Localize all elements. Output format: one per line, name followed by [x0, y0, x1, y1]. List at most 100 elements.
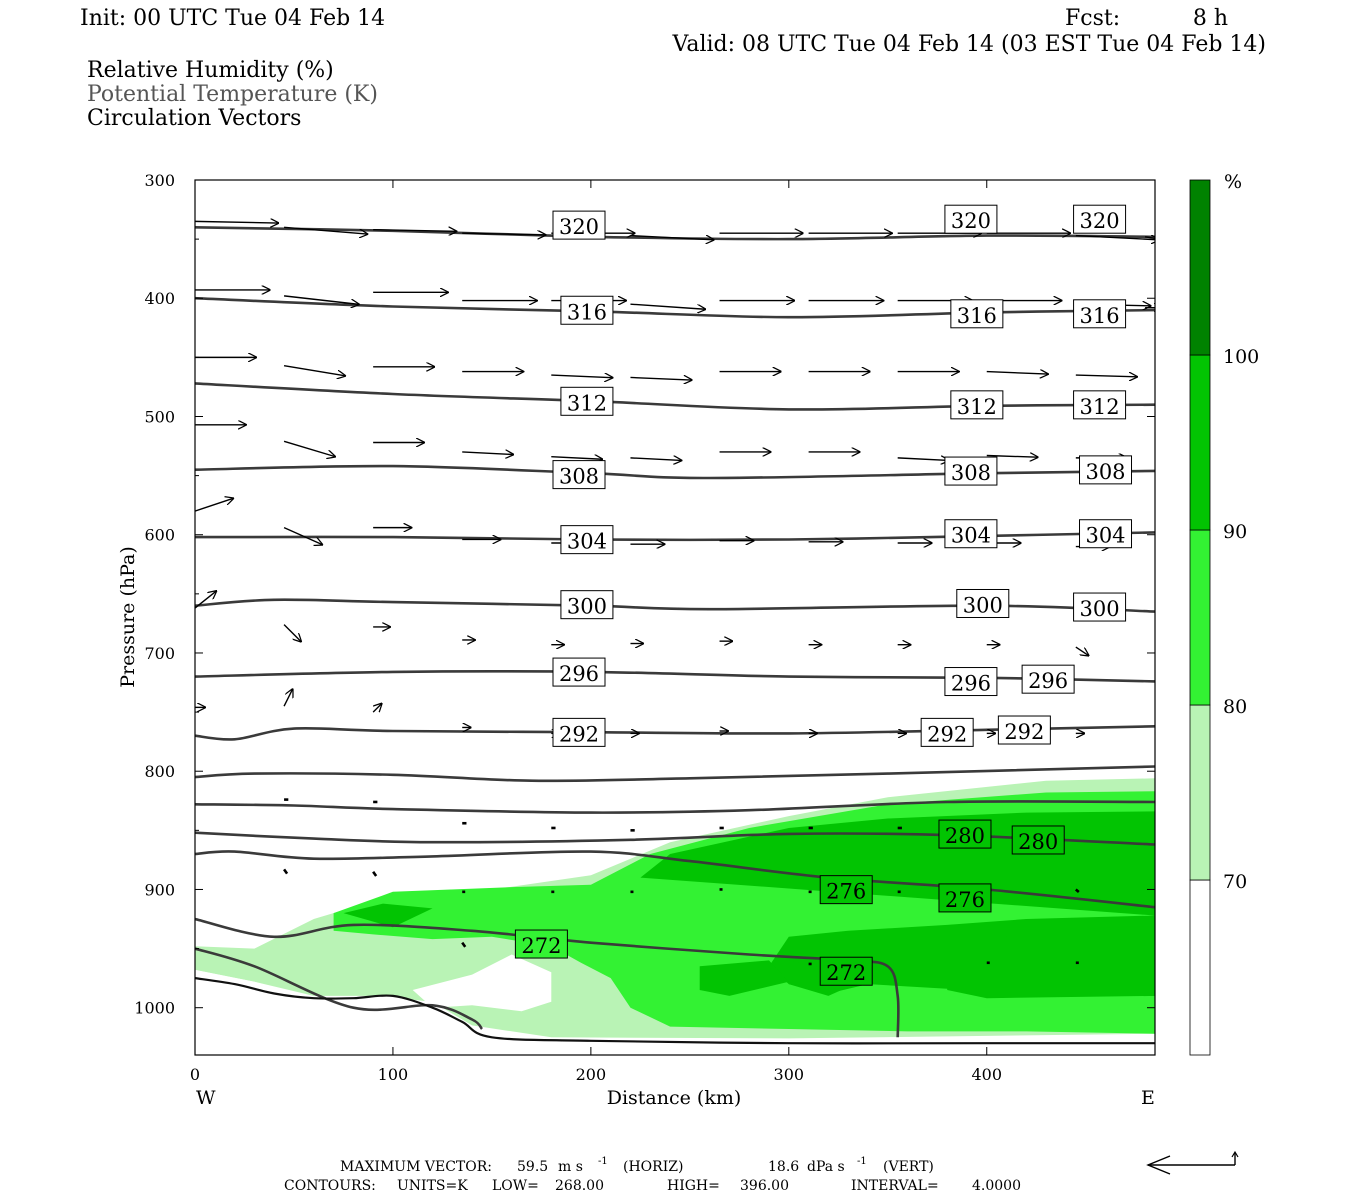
max-vert-unit-exponent: -1 — [857, 1156, 867, 1167]
contour-label-box — [560, 295, 614, 325]
contour-label-304-2: 304 — [1079, 519, 1133, 549]
contour-label-box — [1021, 664, 1075, 694]
contour-labels: 320 320 320 316 316 316 312 312 312 308 308 308 304 3… — [514, 204, 1133, 986]
contour-label-box — [944, 667, 998, 697]
vector-25 — [283, 364, 345, 376]
contour-label-text: 304 — [1085, 524, 1125, 548]
field-label-vectors: Circulation Vectors — [87, 106, 301, 131]
forecast-label: Fcst: — [1065, 6, 1120, 31]
contour-label-304-0: 304 — [560, 525, 614, 555]
vector-34 — [1075, 375, 1137, 377]
max-horiz-unit-exponent: -1 — [598, 1156, 608, 1167]
vector-69 — [283, 689, 293, 707]
contour-label-box — [956, 588, 1010, 618]
contour-label-box — [819, 875, 873, 905]
rh-region-90-100-5 — [343, 903, 433, 928]
contour-label-box — [938, 819, 992, 849]
contour-label-296-1: 296 — [944, 667, 998, 697]
vector-36 — [283, 440, 335, 456]
contour-label-box — [552, 717, 606, 747]
contour-label-box — [1073, 299, 1127, 329]
x-axis-label: Distance (km) — [607, 1087, 742, 1109]
east-endpoint: E — [1141, 1087, 1155, 1109]
colorbar-tick-100: 100 — [1223, 346, 1259, 368]
vector-5 — [630, 234, 713, 240]
plot-frame — [194, 179, 1156, 1056]
contour-label-text: 300 — [567, 595, 607, 619]
contour-label-320-0: 320 — [552, 210, 606, 240]
contour-label-text: 272 — [826, 961, 866, 985]
contour-label-272-0: 272 — [514, 929, 568, 959]
contour-label-box — [1073, 592, 1127, 622]
max-horiz-unit: m s — [558, 1159, 583, 1175]
vector-67 — [1075, 646, 1089, 656]
contour-label-312-2: 312 — [1073, 390, 1127, 420]
contour-label-text: 292 — [559, 722, 599, 746]
vector-40 — [630, 458, 681, 461]
contours-label: CONTOURS: — [284, 1178, 376, 1194]
contour-label-box — [514, 929, 568, 959]
contour-label-text: 308 — [559, 465, 599, 489]
contour-label-text: 296 — [559, 662, 599, 686]
rh-hole-0 — [412, 954, 552, 1012]
contour-label-box — [560, 525, 614, 555]
west-endpoint: W — [196, 1087, 216, 1109]
y-tick-label-700: 700 — [144, 644, 175, 663]
contour-label-292-0: 292 — [552, 717, 606, 747]
y-tick-label-600: 600 — [144, 526, 175, 545]
field-label-rh: Relative Humidity (%) — [87, 58, 334, 83]
contour-label-text: 304 — [567, 530, 607, 554]
theta-contour-296 — [195, 670, 1155, 683]
contour-label-300-2: 300 — [1073, 592, 1127, 622]
contour-label-box — [950, 299, 1004, 329]
contour-label-text: 312 — [567, 391, 607, 415]
vector-87 — [283, 868, 289, 875]
axes: 300 400 500 600 700 800 900 1000 0 100 200 300 400 — [134, 171, 1155, 1084]
y-tick-label-300: 300 — [144, 171, 175, 190]
contour-label-box — [944, 519, 998, 549]
vector-10 — [1075, 234, 1155, 240]
theta-contour-272 — [195, 917, 900, 1038]
contour-label-316-2: 316 — [1073, 299, 1127, 329]
vector-58 — [283, 624, 301, 642]
contour-label-320-1: 320 — [944, 204, 998, 234]
rh-colorbar: 70 80 90 100 — [1189, 179, 1259, 1056]
contour-label-box — [1073, 390, 1127, 420]
y-tick-label-800: 800 — [144, 762, 175, 781]
theta-contour-308 — [195, 464, 1155, 480]
y-tick-label-500: 500 — [144, 407, 175, 426]
max-horiz-value: 59.5 — [517, 1159, 548, 1175]
contour-label-300-0: 300 — [560, 590, 614, 620]
x-tick-label-0: 0 — [190, 1065, 200, 1084]
contours-high: 396.00 — [740, 1178, 789, 1194]
contour-label-276-1: 276 — [938, 883, 992, 913]
contour-label-box — [552, 210, 606, 240]
contour-label-box — [1011, 825, 1065, 855]
colorbar-segment-100 — [1189, 179, 1211, 356]
contours-high-label: HIGH= — [667, 1178, 720, 1194]
contour-label-text: 320 — [559, 215, 599, 239]
contour-label-box — [552, 657, 606, 687]
reference-vector-icon — [1146, 1150, 1239, 1175]
vector-29 — [630, 377, 691, 380]
max-vector-label: MAXIMUM VECTOR: — [340, 1159, 492, 1175]
contour-label-text: 300 — [963, 593, 1003, 617]
vector-2 — [373, 230, 456, 232]
contour-label-text: 304 — [951, 524, 991, 548]
max-vert-unit: dPa s — [807, 1159, 845, 1175]
contour-label-292-2: 292 — [997, 715, 1051, 745]
contour-label-box — [1079, 519, 1133, 549]
contour-label-box — [944, 204, 998, 234]
contour-label-text: 276 — [826, 880, 866, 904]
y-axis-label: Pressure (hPa) — [117, 546, 139, 688]
contour-label-308-0: 308 — [552, 460, 606, 490]
vector-38 — [462, 452, 513, 455]
contour-label-text: 292 — [1004, 720, 1044, 744]
contour-label-280-1: 280 — [1011, 825, 1065, 855]
vector-95 — [1074, 888, 1080, 893]
max-vert-tag: (VERT) — [883, 1159, 934, 1175]
contours-interval: 4.0000 — [972, 1178, 1021, 1194]
rh-region-90-100-4 — [947, 930, 1155, 999]
max-vert-value: 18.6 — [768, 1159, 799, 1175]
x-tick-label-400: 400 — [971, 1065, 1002, 1084]
